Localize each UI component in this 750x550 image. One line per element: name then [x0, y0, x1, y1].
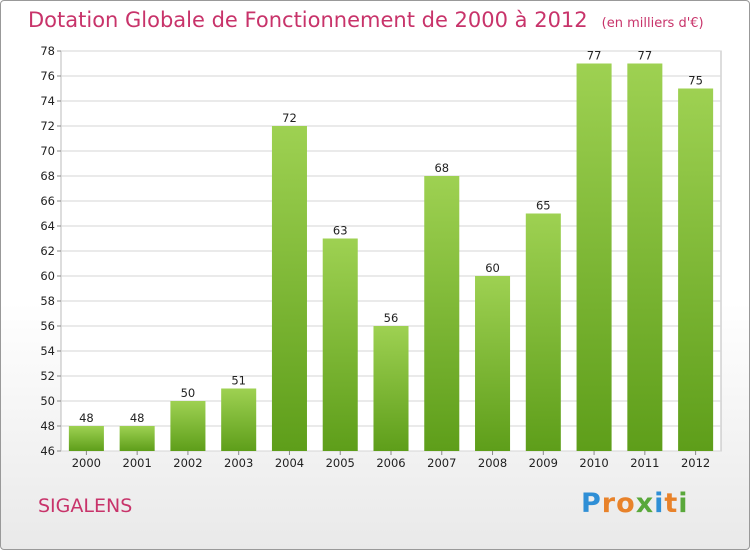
y-tick-label: 60 — [40, 269, 55, 283]
data-label-2012: 75 — [688, 74, 703, 88]
data-label-2005: 63 — [333, 224, 348, 238]
data-label-2001: 48 — [130, 411, 145, 425]
x-tick-label: 2006 — [376, 456, 405, 470]
y-tick-label: 76 — [40, 69, 55, 83]
bar-2003 — [221, 388, 257, 451]
bar-2002 — [170, 401, 206, 451]
proxiti-logo: Proxiti — [581, 488, 689, 519]
y-tick-label: 66 — [40, 194, 55, 208]
bar-2011 — [627, 63, 663, 451]
bar-2004 — [271, 126, 307, 451]
bar-2009 — [525, 213, 561, 451]
data-label-2008: 60 — [485, 261, 500, 275]
y-tick-label: 50 — [40, 394, 55, 408]
x-tick-label: 2009 — [529, 456, 558, 470]
x-tick-label: 2000 — [72, 456, 101, 470]
y-tick-label: 46 — [40, 444, 55, 458]
x-tick-label: 2004 — [275, 456, 304, 470]
y-tick-label: 70 — [40, 144, 55, 158]
data-label-2000: 48 — [79, 411, 94, 425]
logo-letter: x — [635, 488, 655, 519]
bar-2012 — [678, 88, 714, 451]
x-tick-label: 2007 — [427, 456, 456, 470]
bars — [68, 63, 714, 451]
bar-2001 — [119, 426, 155, 451]
y-tick-label: 54 — [40, 344, 55, 358]
x-tick-label: 2010 — [579, 456, 608, 470]
y-tick-label: 72 — [40, 119, 55, 133]
logo-letter: r — [601, 488, 617, 519]
logo-letter: P — [581, 488, 602, 519]
y-tick-label: 78 — [40, 44, 55, 58]
data-label-2010: 77 — [587, 49, 602, 63]
commune-name: SIGALENS — [38, 495, 133, 517]
x-axis: 2000 2001 2002 2003 2004 2005 2006 2007 2008 2009… — [72, 451, 710, 470]
y-tick-label: 68 — [40, 169, 55, 183]
y-tick-label: 74 — [40, 94, 55, 108]
data-label-2006: 56 — [384, 311, 399, 325]
chart-title: Dotation Globale de Fonctionnement de 20… — [28, 8, 704, 32]
bar-2000 — [68, 426, 104, 451]
y-tick-label: 62 — [40, 244, 55, 258]
x-tick-label: 2001 — [123, 456, 152, 470]
x-tick-label: 2011 — [630, 456, 659, 470]
y-tick-label: 52 — [40, 369, 55, 383]
bar-2008 — [475, 276, 511, 451]
bar-2005 — [322, 238, 358, 451]
data-label-2003: 51 — [231, 374, 246, 388]
y-tick-label: 58 — [40, 294, 55, 308]
data-label-2009: 65 — [536, 199, 551, 213]
data-label-2004: 72 — [282, 111, 297, 125]
chart-subtitle: (en milliers d'€) — [601, 16, 704, 31]
bar-2006 — [373, 326, 409, 451]
y-tick-label: 64 — [40, 219, 55, 233]
logo-letter: i — [654, 488, 665, 519]
data-labels: 48 48 50 51 72 63 56 68 60 65 77 77 75 — [79, 49, 703, 426]
x-tick-label: 2008 — [478, 456, 507, 470]
logo-letter: t — [664, 488, 679, 519]
y-axis: 46 48 50 52 54 56 58 60 62 64 66 68 70 72 74 76 78 — [40, 44, 61, 458]
bar-2007 — [424, 176, 460, 451]
y-tick-label: 56 — [40, 319, 55, 333]
x-tick-label: 2002 — [173, 456, 202, 470]
y-tick-label: 48 — [40, 419, 55, 433]
logo-letter: o — [616, 488, 636, 519]
bar-2010 — [576, 63, 612, 451]
logo-letter: i — [678, 488, 689, 519]
x-tick-label: 2003 — [224, 456, 253, 470]
data-label-2007: 68 — [434, 161, 449, 175]
data-label-2011: 77 — [638, 49, 653, 63]
data-label-2002: 50 — [181, 386, 196, 400]
chart-title-text: Dotation Globale de Fonctionnement de 20… — [28, 8, 588, 32]
x-tick-label: 2005 — [326, 456, 355, 470]
x-tick-label: 2012 — [681, 456, 710, 470]
